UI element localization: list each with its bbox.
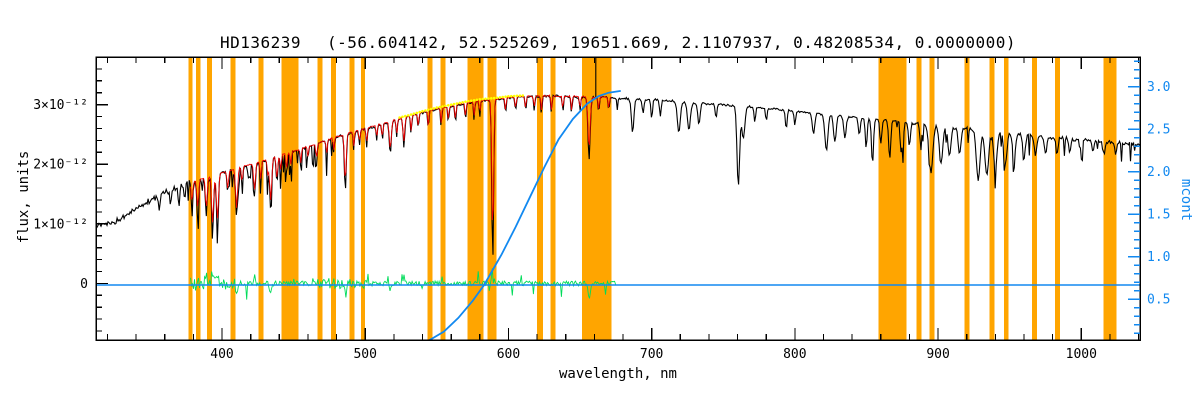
star-id: HD136239 [219, 33, 302, 52]
svg-text:1000: 1000 [1066, 347, 1097, 362]
svg-text:3×10⁻¹²: 3×10⁻¹² [33, 98, 88, 113]
svg-text:1.0: 1.0 [1147, 250, 1170, 265]
svg-text:400: 400 [210, 347, 233, 362]
svg-text:2.5: 2.5 [1147, 123, 1170, 138]
svg-text:500: 500 [353, 347, 376, 362]
plot-title: HD136239 (-56.604142, 52.525269, 19651.66… [96, 33, 1140, 52]
y-axis-label-right: mcont [1178, 178, 1194, 222]
svg-text:900: 900 [926, 347, 949, 362]
svg-text:3.0: 3.0 [1147, 80, 1170, 95]
svg-text:600: 600 [497, 347, 520, 362]
y-axis-label-left: flux, units [16, 150, 32, 244]
svg-text:700: 700 [640, 347, 663, 362]
svg-text:2.0: 2.0 [1147, 165, 1170, 180]
svg-text:800: 800 [783, 347, 806, 362]
svg-text:1.5: 1.5 [1147, 208, 1170, 223]
x-axis-label: wavelength, nm [558, 366, 677, 382]
svg-text:2×10⁻¹²: 2×10⁻¹² [33, 158, 88, 173]
svg-text:0: 0 [80, 277, 88, 292]
svg-text:1×10⁻¹²: 1×10⁻¹² [33, 217, 88, 232]
svg-text:0.5: 0.5 [1147, 293, 1170, 308]
fit-parameters: (-56.604142, 52.525269, 19651.669, 2.110… [327, 33, 1017, 52]
